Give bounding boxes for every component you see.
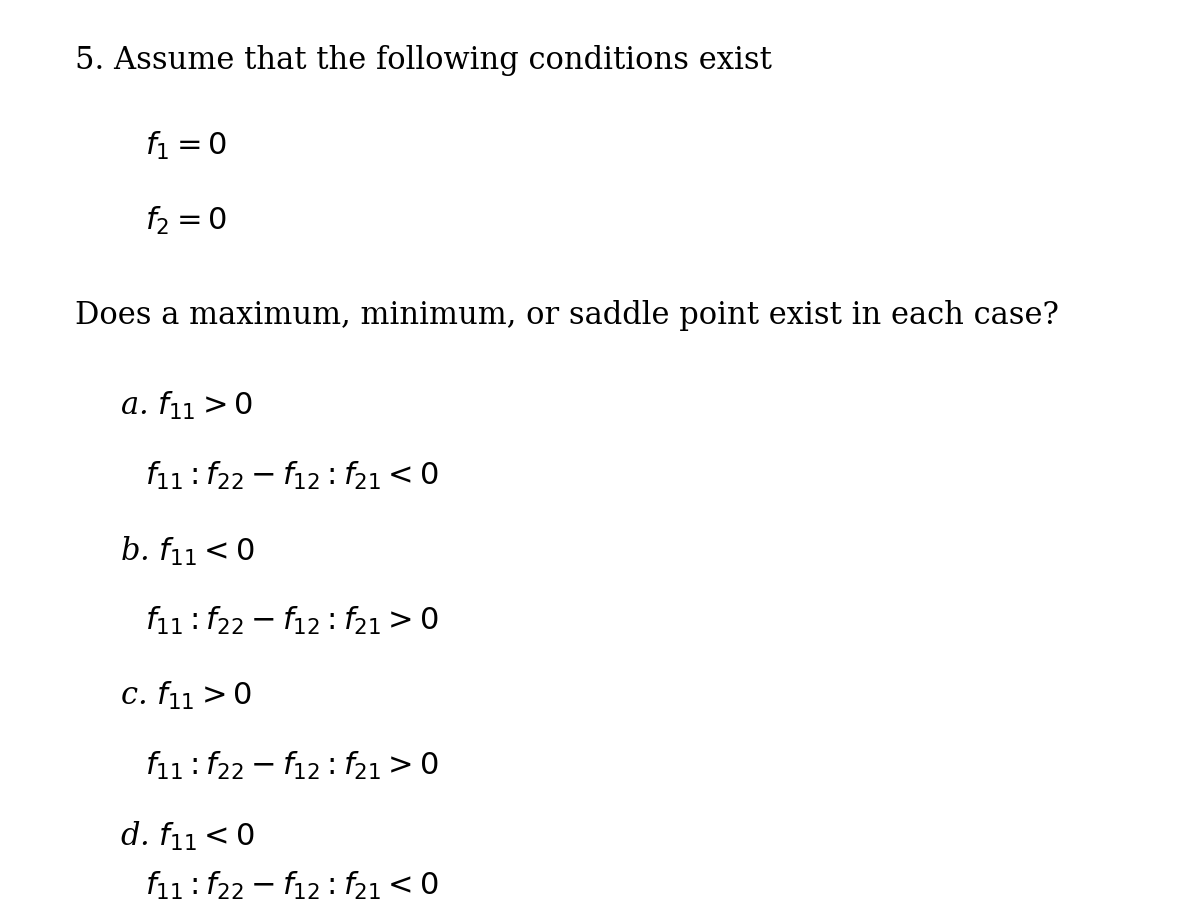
Text: $f_{11}{:}f_{22} - f_{12}{:}f_{21} < 0$: $f_{11}{:}f_{22} - f_{12}{:}f_{21} < 0$ bbox=[145, 869, 438, 901]
Text: c. $f_{11} > 0$: c. $f_{11} > 0$ bbox=[120, 679, 252, 712]
Text: 5. Assume that the following conditions exist: 5. Assume that the following conditions … bbox=[74, 45, 772, 76]
Text: a. $f_{11} > 0$: a. $f_{11} > 0$ bbox=[120, 390, 253, 421]
Text: $f_{11}{:}f_{22} - f_{12}{:}f_{21} < 0$: $f_{11}{:}f_{22} - f_{12}{:}f_{21} < 0$ bbox=[145, 459, 438, 492]
Text: d. $f_{11} < 0$: d. $f_{11} < 0$ bbox=[120, 819, 254, 852]
Text: $f_{11}{:}f_{22} - f_{12}{:}f_{21} > 0$: $f_{11}{:}f_{22} - f_{12}{:}f_{21} > 0$ bbox=[145, 604, 438, 637]
Text: b. $f_{11} < 0$: b. $f_{11} < 0$ bbox=[120, 534, 254, 567]
Text: Does a maximum, minimum, or saddle point exist in each case?: Does a maximum, minimum, or saddle point… bbox=[74, 299, 1058, 331]
Text: $f_2 = 0$: $f_2 = 0$ bbox=[145, 205, 227, 237]
Text: $f_{11}{:}f_{22} - f_{12}{:}f_{21} > 0$: $f_{11}{:}f_{22} - f_{12}{:}f_{21} > 0$ bbox=[145, 750, 438, 781]
Text: $f_1 = 0$: $f_1 = 0$ bbox=[145, 130, 227, 162]
